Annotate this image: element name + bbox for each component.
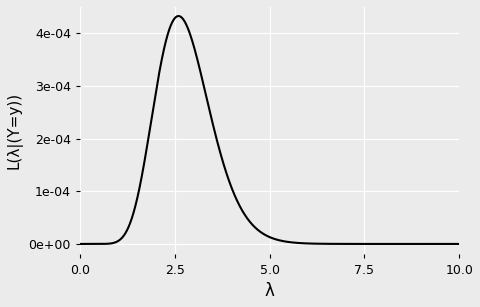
Y-axis label: L(λ|(Y=y)): L(λ|(Y=y)) bbox=[7, 92, 23, 169]
X-axis label: λ: λ bbox=[264, 282, 275, 300]
